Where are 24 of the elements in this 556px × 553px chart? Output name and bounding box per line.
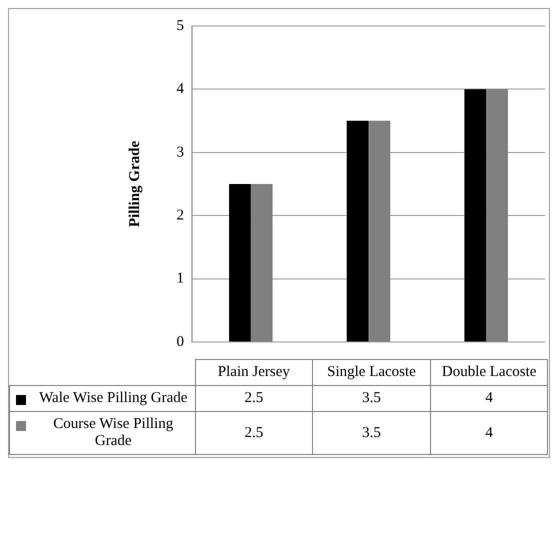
bar [368,120,390,342]
y-axis-title: Pilling Grade [126,140,143,228]
y-tick-label: 1 [176,270,184,287]
y-tick-label: 2 [176,208,184,224]
y-tick-label: 0 [176,334,184,350]
y-tick-label: 3 [176,144,184,160]
x-tick-label: Plain Jersey [195,360,313,386]
data-label: 3.5 [312,386,430,412]
bar [464,89,486,342]
y-tick-label: 5 [176,18,184,34]
bar [486,89,508,342]
data-label: 4 [430,386,548,412]
data-label: 2.5 [195,412,313,454]
legend-label: Course Wise Pilling Grade [52,416,174,450]
data-label: 4 [430,412,548,454]
y-tick-label: 4 [176,81,184,98]
legend-label: Wale Wise Pilling Grade [38,390,188,407]
x-tick-label: Double Lacoste [430,360,548,386]
x-tick-label: Single Lacoste [312,360,430,386]
data-label: 2.5 [195,386,313,412]
data-label: 3.5 [312,412,430,454]
bar [229,184,251,342]
bar [346,120,368,342]
bar [250,184,273,342]
